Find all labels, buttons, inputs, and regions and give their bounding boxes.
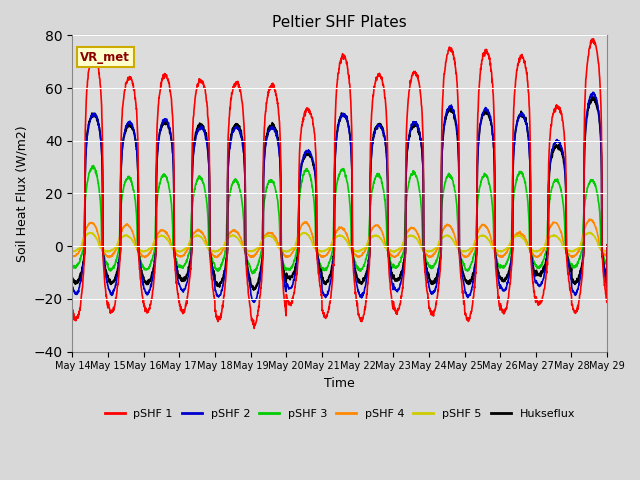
Y-axis label: Soil Heat Flux (W/m2): Soil Heat Flux (W/m2) bbox=[15, 125, 28, 262]
Text: VR_met: VR_met bbox=[81, 50, 131, 64]
Title: Peltier SHF Plates: Peltier SHF Plates bbox=[273, 15, 407, 30]
Legend: pSHF 1, pSHF 2, pSHF 3, pSHF 4, pSHF 5, Hukseflux: pSHF 1, pSHF 2, pSHF 3, pSHF 4, pSHF 5, … bbox=[100, 405, 579, 423]
X-axis label: Time: Time bbox=[324, 377, 355, 390]
